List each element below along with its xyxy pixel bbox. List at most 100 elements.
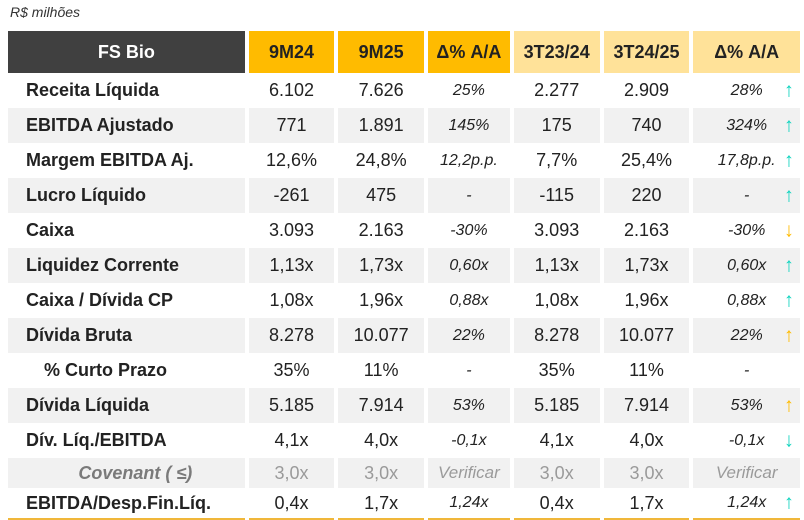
cell-value: 22% <box>730 326 763 344</box>
cell-value: 1,08x <box>269 290 314 310</box>
cell-value: -0,1x <box>728 431 765 449</box>
value-cell: - <box>428 178 510 213</box>
value-cell: 1,7x <box>338 488 424 520</box>
value-cell: 475 <box>338 178 424 213</box>
row-label: Dívida Bruta <box>8 318 245 353</box>
cell-value: 24,8% <box>355 150 407 170</box>
value-cell: 7.626 <box>338 73 424 108</box>
value-cell: 1,08x <box>514 283 600 318</box>
row-label: EBITDA Ajustado <box>8 108 245 143</box>
value-cell: -30% ↓ <box>693 213 800 248</box>
value-cell: 3.093 <box>249 213 335 248</box>
value-cell: 1,73x <box>603 248 690 283</box>
value-cell: 0,4x <box>513 488 600 520</box>
arrow-down-icon: ↓ <box>784 429 794 451</box>
cell-value: 1,7x <box>629 492 664 513</box>
cell-value: 1,24x <box>727 494 767 511</box>
cell-value: Verificar <box>715 463 778 482</box>
cell-value: 175 <box>541 115 572 135</box>
cell-value: 3.093 <box>534 220 580 240</box>
value-cell: 12,2p.p. <box>428 143 510 178</box>
value-cell: 22% <box>428 318 510 353</box>
cell-value: 1,73x <box>359 255 404 275</box>
cell-value: 1,13x <box>534 255 579 275</box>
cell-value: 0,88x <box>449 291 489 309</box>
cell-value: 8.278 <box>534 325 580 345</box>
value-cell: 1,24x <box>428 488 510 520</box>
financial-table: FS Bio 9M24 9M25 Δ% A/A 3T23/24 3T24/25 … <box>4 31 804 520</box>
table-row: Dívida Bruta 8.278 10.077 22% 8.278 10.077 22%… <box>8 318 800 353</box>
cell-value: 35% <box>273 360 310 380</box>
cell-value: 771 <box>276 115 307 135</box>
cell-value: - <box>466 361 472 379</box>
value-cell: 220 <box>603 178 690 213</box>
value-cell: 324% ↑ <box>693 108 800 143</box>
value-cell: 3,0x <box>338 458 424 488</box>
value-cell: 3.093 <box>514 213 600 248</box>
cell-value: 53% <box>730 396 763 414</box>
value-cell: -0,1x <box>428 423 510 458</box>
cell-value: 11% <box>363 360 399 380</box>
value-cell: 3,0x <box>603 458 690 488</box>
value-cell: 2.909 <box>604 73 690 108</box>
value-cell: 17,8p.p. ↑ <box>693 143 800 178</box>
row-label: Caixa / Dívida CP <box>26 290 174 310</box>
arrow-up-icon: ↑ <box>784 324 794 346</box>
row-label: Dív. Líq./EBITDA <box>26 430 167 450</box>
value-cell: 4,0x <box>604 423 690 458</box>
value-cell: 28% ↑ <box>693 73 800 108</box>
cell-value: 11% <box>629 360 664 380</box>
value-cell: 4,1x <box>514 423 600 458</box>
table-row: % Curto Prazo 35% 11% - 35% 11% - <box>8 353 800 388</box>
value-cell: 1,13x <box>248 248 335 283</box>
unit-label: R$ milhões <box>10 4 81 20</box>
cell-value: 2.163 <box>358 220 404 240</box>
arrow-up-icon: ↑ <box>784 114 794 136</box>
cell-value: 0,60x <box>727 256 767 274</box>
value-cell: 0,60x <box>428 248 510 283</box>
cell-value: 1.891 <box>358 115 404 135</box>
value-cell: 7,7% <box>514 143 600 178</box>
value-cell: 4,0x <box>338 423 424 458</box>
table-row: Margem EBITDA Aj. 12,6% 24,8% 12,2p.p. 7,7% 2… <box>8 143 800 178</box>
cell-value: 2.277 <box>534 80 580 100</box>
value-cell: - <box>693 353 800 388</box>
arrow-down-icon: ↓ <box>784 219 794 241</box>
cell-value: 145% <box>448 116 490 134</box>
value-cell: - <box>428 353 510 388</box>
table-row: Dív. Líq./EBITDA 4,1x 4,0x -0,1x 4,1x 4,0x -0,… <box>8 423 800 458</box>
cell-value: 1,7x <box>364 492 399 513</box>
cell-value: 1,24x <box>449 494 489 511</box>
row-label: Dívida Líquida <box>8 388 245 423</box>
table-row: Caixa 3.093 2.163 -30% 3.093 2.163 -30% ↓ <box>8 213 800 248</box>
cell-value: -30% <box>450 221 488 239</box>
value-cell: 1,24x ↑ <box>693 488 800 520</box>
company-header: FS Bio <box>8 31 245 73</box>
row-label: Margem EBITDA Aj. <box>26 150 194 170</box>
cell-value: 324% <box>726 116 768 134</box>
value-cell: 2.163 <box>338 213 424 248</box>
cell-value: 1,73x <box>624 255 669 275</box>
value-cell: -0,1x ↓ <box>693 423 800 458</box>
value-cell: 7.914 <box>603 388 690 423</box>
value-cell: 1,96x <box>338 283 424 318</box>
value-cell: 1,7x <box>603 488 690 520</box>
row-label: Liquidez Corrente <box>8 248 245 283</box>
col-header-9m25: 9M25 <box>338 31 424 73</box>
value-cell: 4,1x <box>249 423 335 458</box>
cell-value: 6.102 <box>268 80 314 100</box>
cell-value: 7.626 <box>358 80 404 100</box>
value-cell: 0,88x <box>428 283 510 318</box>
value-cell: 175 <box>513 108 600 143</box>
value-cell: 0,4x <box>248 488 335 520</box>
value-cell: 8.278 <box>248 318 335 353</box>
cell-value: 25% <box>452 81 485 99</box>
col-header-3t23: 3T23/24 <box>513 31 600 73</box>
value-cell: -30% <box>428 213 510 248</box>
cell-value: 28% <box>730 81 763 99</box>
col-header-delta-9m: Δ% A/A <box>428 31 510 73</box>
col-header-3t24: 3T24/25 <box>603 31 690 73</box>
cell-value: -261 <box>273 185 310 205</box>
cell-value: 7.914 <box>358 395 404 415</box>
arrow-up-icon: ↑ <box>784 394 794 416</box>
